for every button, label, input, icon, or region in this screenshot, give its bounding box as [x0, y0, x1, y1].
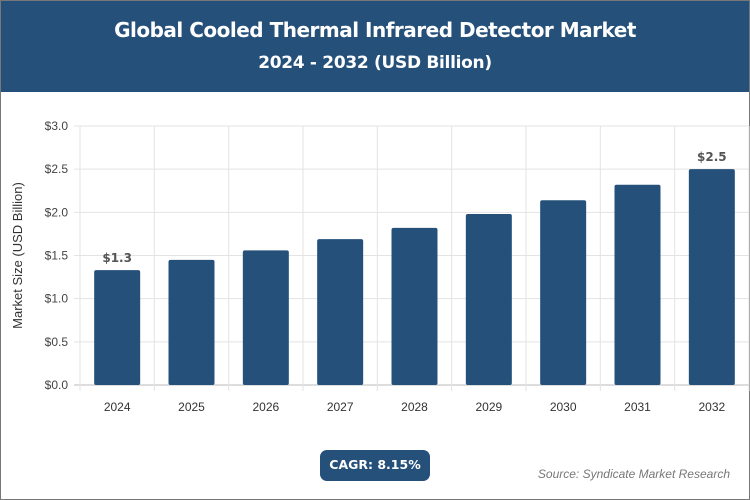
y-tick-label: $1.0 — [45, 292, 69, 306]
data-label: $1.3 — [102, 251, 132, 265]
data-label: $2.5 — [697, 150, 727, 164]
x-tick-label: 2027 — [327, 400, 354, 414]
y-tick-label: $2.5 — [45, 162, 69, 176]
source-note: Source: Syndicate Market Research — [537, 467, 730, 481]
y-tick-label: $0.0 — [45, 378, 69, 392]
bar-2027 — [317, 239, 364, 385]
bar-2029 — [465, 214, 512, 385]
y-tick-label: $2.0 — [45, 205, 69, 219]
x-tick-label: 2028 — [401, 400, 428, 414]
cagr-badge: CAGR: 8.15% — [320, 450, 430, 481]
x-tick-label: 2025 — [178, 400, 205, 414]
x-tick-label: 2026 — [252, 400, 279, 414]
y-tick-label: $0.5 — [45, 335, 69, 349]
y-tick-label: $1.5 — [45, 249, 69, 263]
bar-2030 — [540, 200, 587, 385]
bar-2024 — [94, 270, 141, 385]
bar-2028 — [391, 227, 438, 385]
x-tick-label: 2031 — [624, 400, 651, 414]
x-tick-label: 2030 — [550, 400, 577, 414]
y-tick-label: $3.0 — [45, 119, 69, 133]
x-tick-label: 2032 — [698, 400, 725, 414]
bar-2031 — [614, 184, 661, 385]
x-tick-label: 2029 — [475, 400, 502, 414]
bar-2032 — [688, 169, 735, 385]
bar-2026 — [242, 250, 289, 385]
x-tick-label: 2024 — [104, 400, 131, 414]
bar-2025 — [168, 259, 215, 385]
chart-subtitle: 2024 - 2032 (USD Billion) — [258, 53, 492, 73]
chart-header: Global Cooled Thermal Infrared Detector … — [1, 1, 749, 92]
chart-title: Global Cooled Thermal Infrared Detector … — [114, 18, 636, 42]
y-axis-label: Market Size (USD Billion) — [10, 182, 25, 329]
